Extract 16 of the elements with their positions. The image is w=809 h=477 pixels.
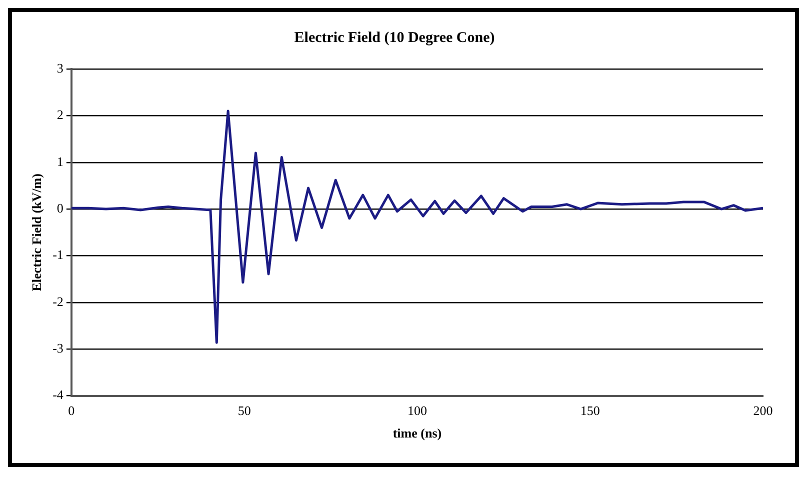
y-tick-label: 2 bbox=[56, 107, 64, 122]
y-tick-label: 1 bbox=[56, 154, 64, 169]
x-tick-label: 150 bbox=[580, 403, 600, 418]
y-axis-title: Electric Field (kV/m) bbox=[29, 174, 44, 292]
x-tick-label: 50 bbox=[238, 403, 251, 418]
x-tick-label: 0 bbox=[68, 403, 75, 418]
x-tick-label: 200 bbox=[753, 403, 773, 418]
x-tick-label: 100 bbox=[407, 403, 427, 418]
y-tick-label: -1 bbox=[52, 247, 64, 262]
y-tick-label: 3 bbox=[56, 60, 64, 76]
y-tick-label: 0 bbox=[56, 200, 64, 216]
chart-title: Electric Field (10 Degree Cone) bbox=[294, 30, 495, 46]
y-tick-label: -2 bbox=[52, 294, 64, 309]
y-tick-label: -3 bbox=[52, 340, 64, 356]
x-axis-title: time (ns) bbox=[392, 426, 442, 441]
y-tick-label: -4 bbox=[52, 387, 64, 402]
